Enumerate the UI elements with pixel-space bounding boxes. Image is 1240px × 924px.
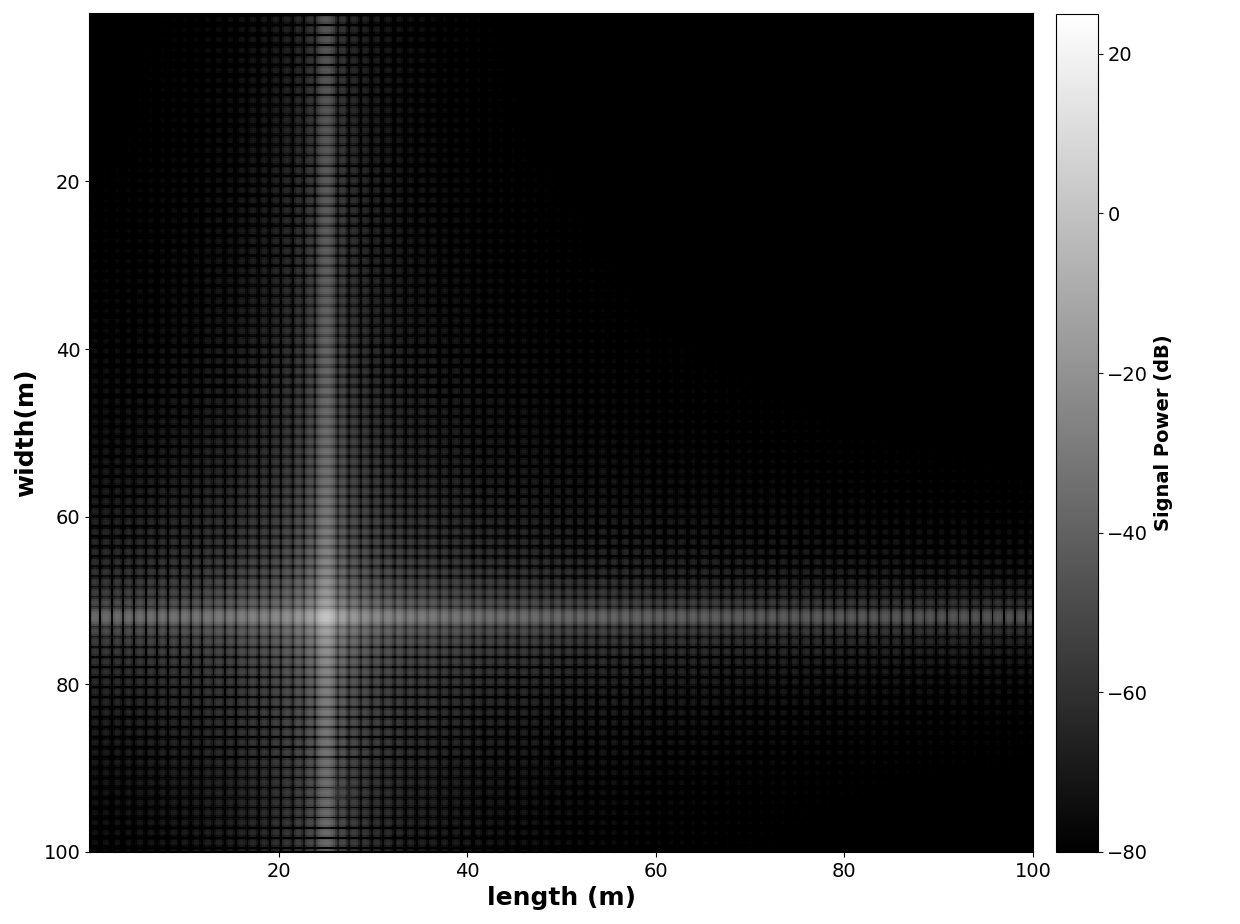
Y-axis label: width(m): width(m) [14, 369, 38, 497]
X-axis label: length (m): length (m) [487, 886, 636, 910]
Y-axis label: Signal Power (dB): Signal Power (dB) [1154, 334, 1173, 531]
